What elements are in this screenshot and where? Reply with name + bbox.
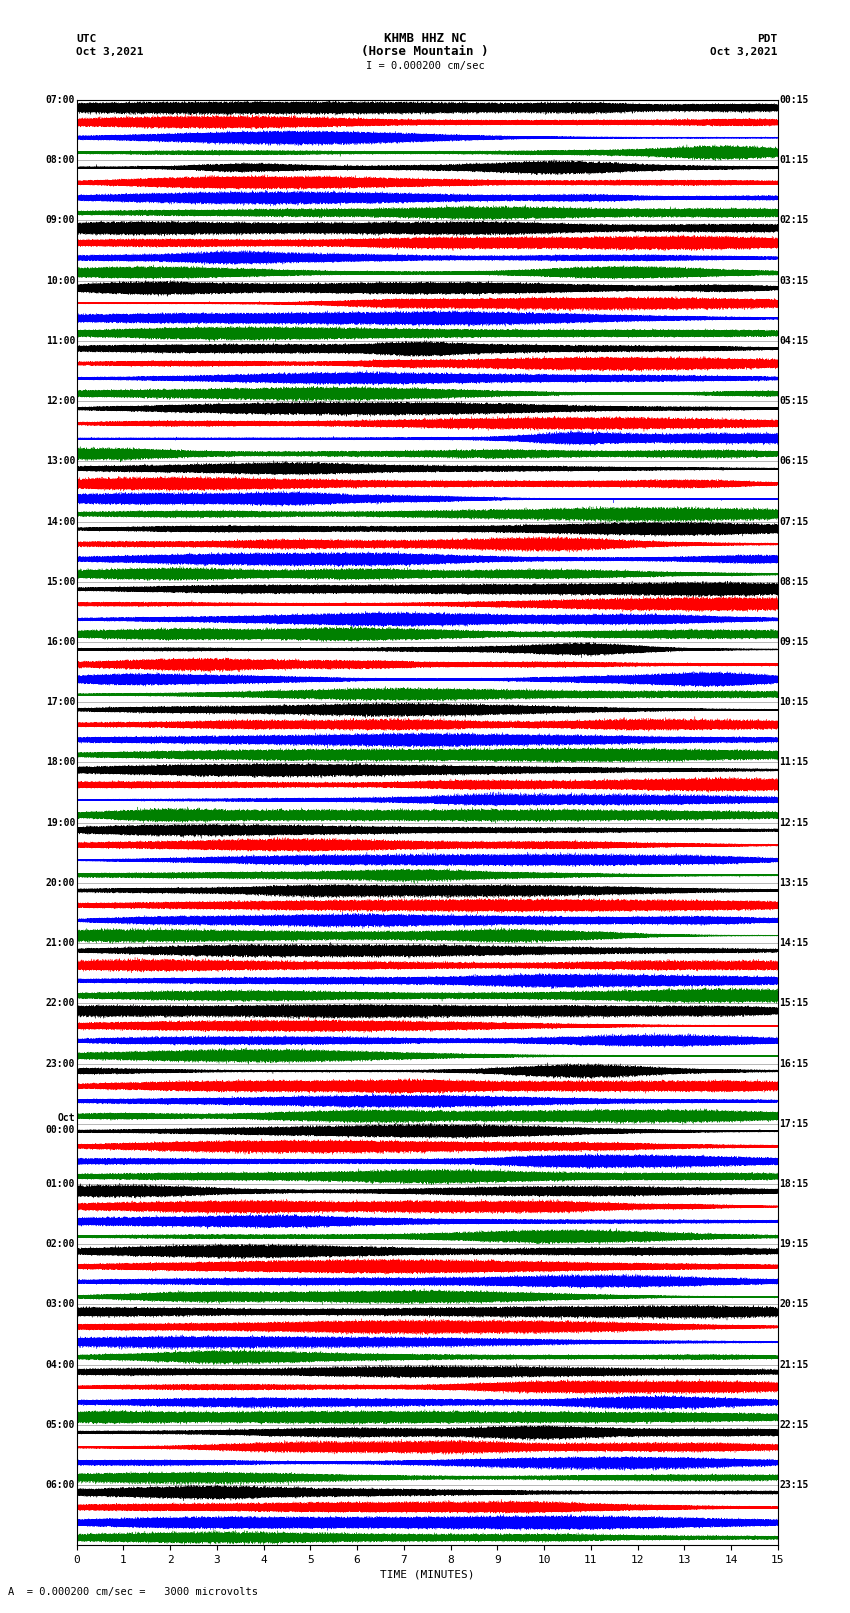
Text: 21:00: 21:00 <box>46 939 75 948</box>
Text: 04:15: 04:15 <box>779 336 808 345</box>
Text: 22:00: 22:00 <box>46 998 75 1008</box>
Text: 02:00: 02:00 <box>46 1239 75 1248</box>
Text: 01:00: 01:00 <box>46 1179 75 1189</box>
Text: 16:15: 16:15 <box>779 1058 808 1068</box>
Text: 11:00: 11:00 <box>46 336 75 345</box>
Text: 20:15: 20:15 <box>779 1300 808 1310</box>
Text: 01:15: 01:15 <box>779 155 808 165</box>
Text: 10:15: 10:15 <box>779 697 808 706</box>
Text: 07:00: 07:00 <box>46 95 75 105</box>
Text: 20:00: 20:00 <box>46 877 75 887</box>
Text: 00:15: 00:15 <box>779 95 808 105</box>
Text: 09:15: 09:15 <box>779 637 808 647</box>
Text: 08:00: 08:00 <box>46 155 75 165</box>
Text: 14:15: 14:15 <box>779 939 808 948</box>
Text: Oct 3,2021: Oct 3,2021 <box>76 47 144 56</box>
Text: A  = 0.000200 cm/sec =   3000 microvolts: A = 0.000200 cm/sec = 3000 microvolts <box>8 1587 258 1597</box>
Text: 03:00: 03:00 <box>46 1300 75 1310</box>
Text: 05:15: 05:15 <box>779 397 808 406</box>
Text: 09:00: 09:00 <box>46 216 75 226</box>
Text: 22:15: 22:15 <box>779 1419 808 1429</box>
Text: 14:00: 14:00 <box>46 516 75 526</box>
Text: I = 0.000200 cm/sec: I = 0.000200 cm/sec <box>366 61 484 71</box>
Text: 07:15: 07:15 <box>779 516 808 526</box>
Text: 17:15: 17:15 <box>779 1119 808 1129</box>
Text: 11:15: 11:15 <box>779 758 808 768</box>
Text: (Horse Mountain ): (Horse Mountain ) <box>361 45 489 58</box>
Text: KHMB HHZ NC: KHMB HHZ NC <box>383 32 467 45</box>
Text: Oct 3,2021: Oct 3,2021 <box>711 47 778 56</box>
Text: 23:00: 23:00 <box>46 1058 75 1068</box>
Text: 18:15: 18:15 <box>779 1179 808 1189</box>
Text: 13:00: 13:00 <box>46 456 75 466</box>
Text: Oct
00:00: Oct 00:00 <box>46 1113 75 1134</box>
Text: 23:15: 23:15 <box>779 1481 808 1490</box>
Text: 10:00: 10:00 <box>46 276 75 286</box>
Text: 03:15: 03:15 <box>779 276 808 286</box>
Text: 05:00: 05:00 <box>46 1419 75 1429</box>
Text: 19:00: 19:00 <box>46 818 75 827</box>
Text: 06:00: 06:00 <box>46 1481 75 1490</box>
Text: 02:15: 02:15 <box>779 216 808 226</box>
Text: 15:15: 15:15 <box>779 998 808 1008</box>
Text: 19:15: 19:15 <box>779 1239 808 1248</box>
Text: 04:00: 04:00 <box>46 1360 75 1369</box>
Text: 21:15: 21:15 <box>779 1360 808 1369</box>
X-axis label: TIME (MINUTES): TIME (MINUTES) <box>380 1569 474 1579</box>
Text: 16:00: 16:00 <box>46 637 75 647</box>
Text: 18:00: 18:00 <box>46 758 75 768</box>
Text: 17:00: 17:00 <box>46 697 75 706</box>
Text: 12:00: 12:00 <box>46 397 75 406</box>
Text: 15:00: 15:00 <box>46 577 75 587</box>
Text: 08:15: 08:15 <box>779 577 808 587</box>
Text: UTC: UTC <box>76 34 97 44</box>
Text: 13:15: 13:15 <box>779 877 808 887</box>
Text: 12:15: 12:15 <box>779 818 808 827</box>
Text: PDT: PDT <box>757 34 778 44</box>
Text: 06:15: 06:15 <box>779 456 808 466</box>
